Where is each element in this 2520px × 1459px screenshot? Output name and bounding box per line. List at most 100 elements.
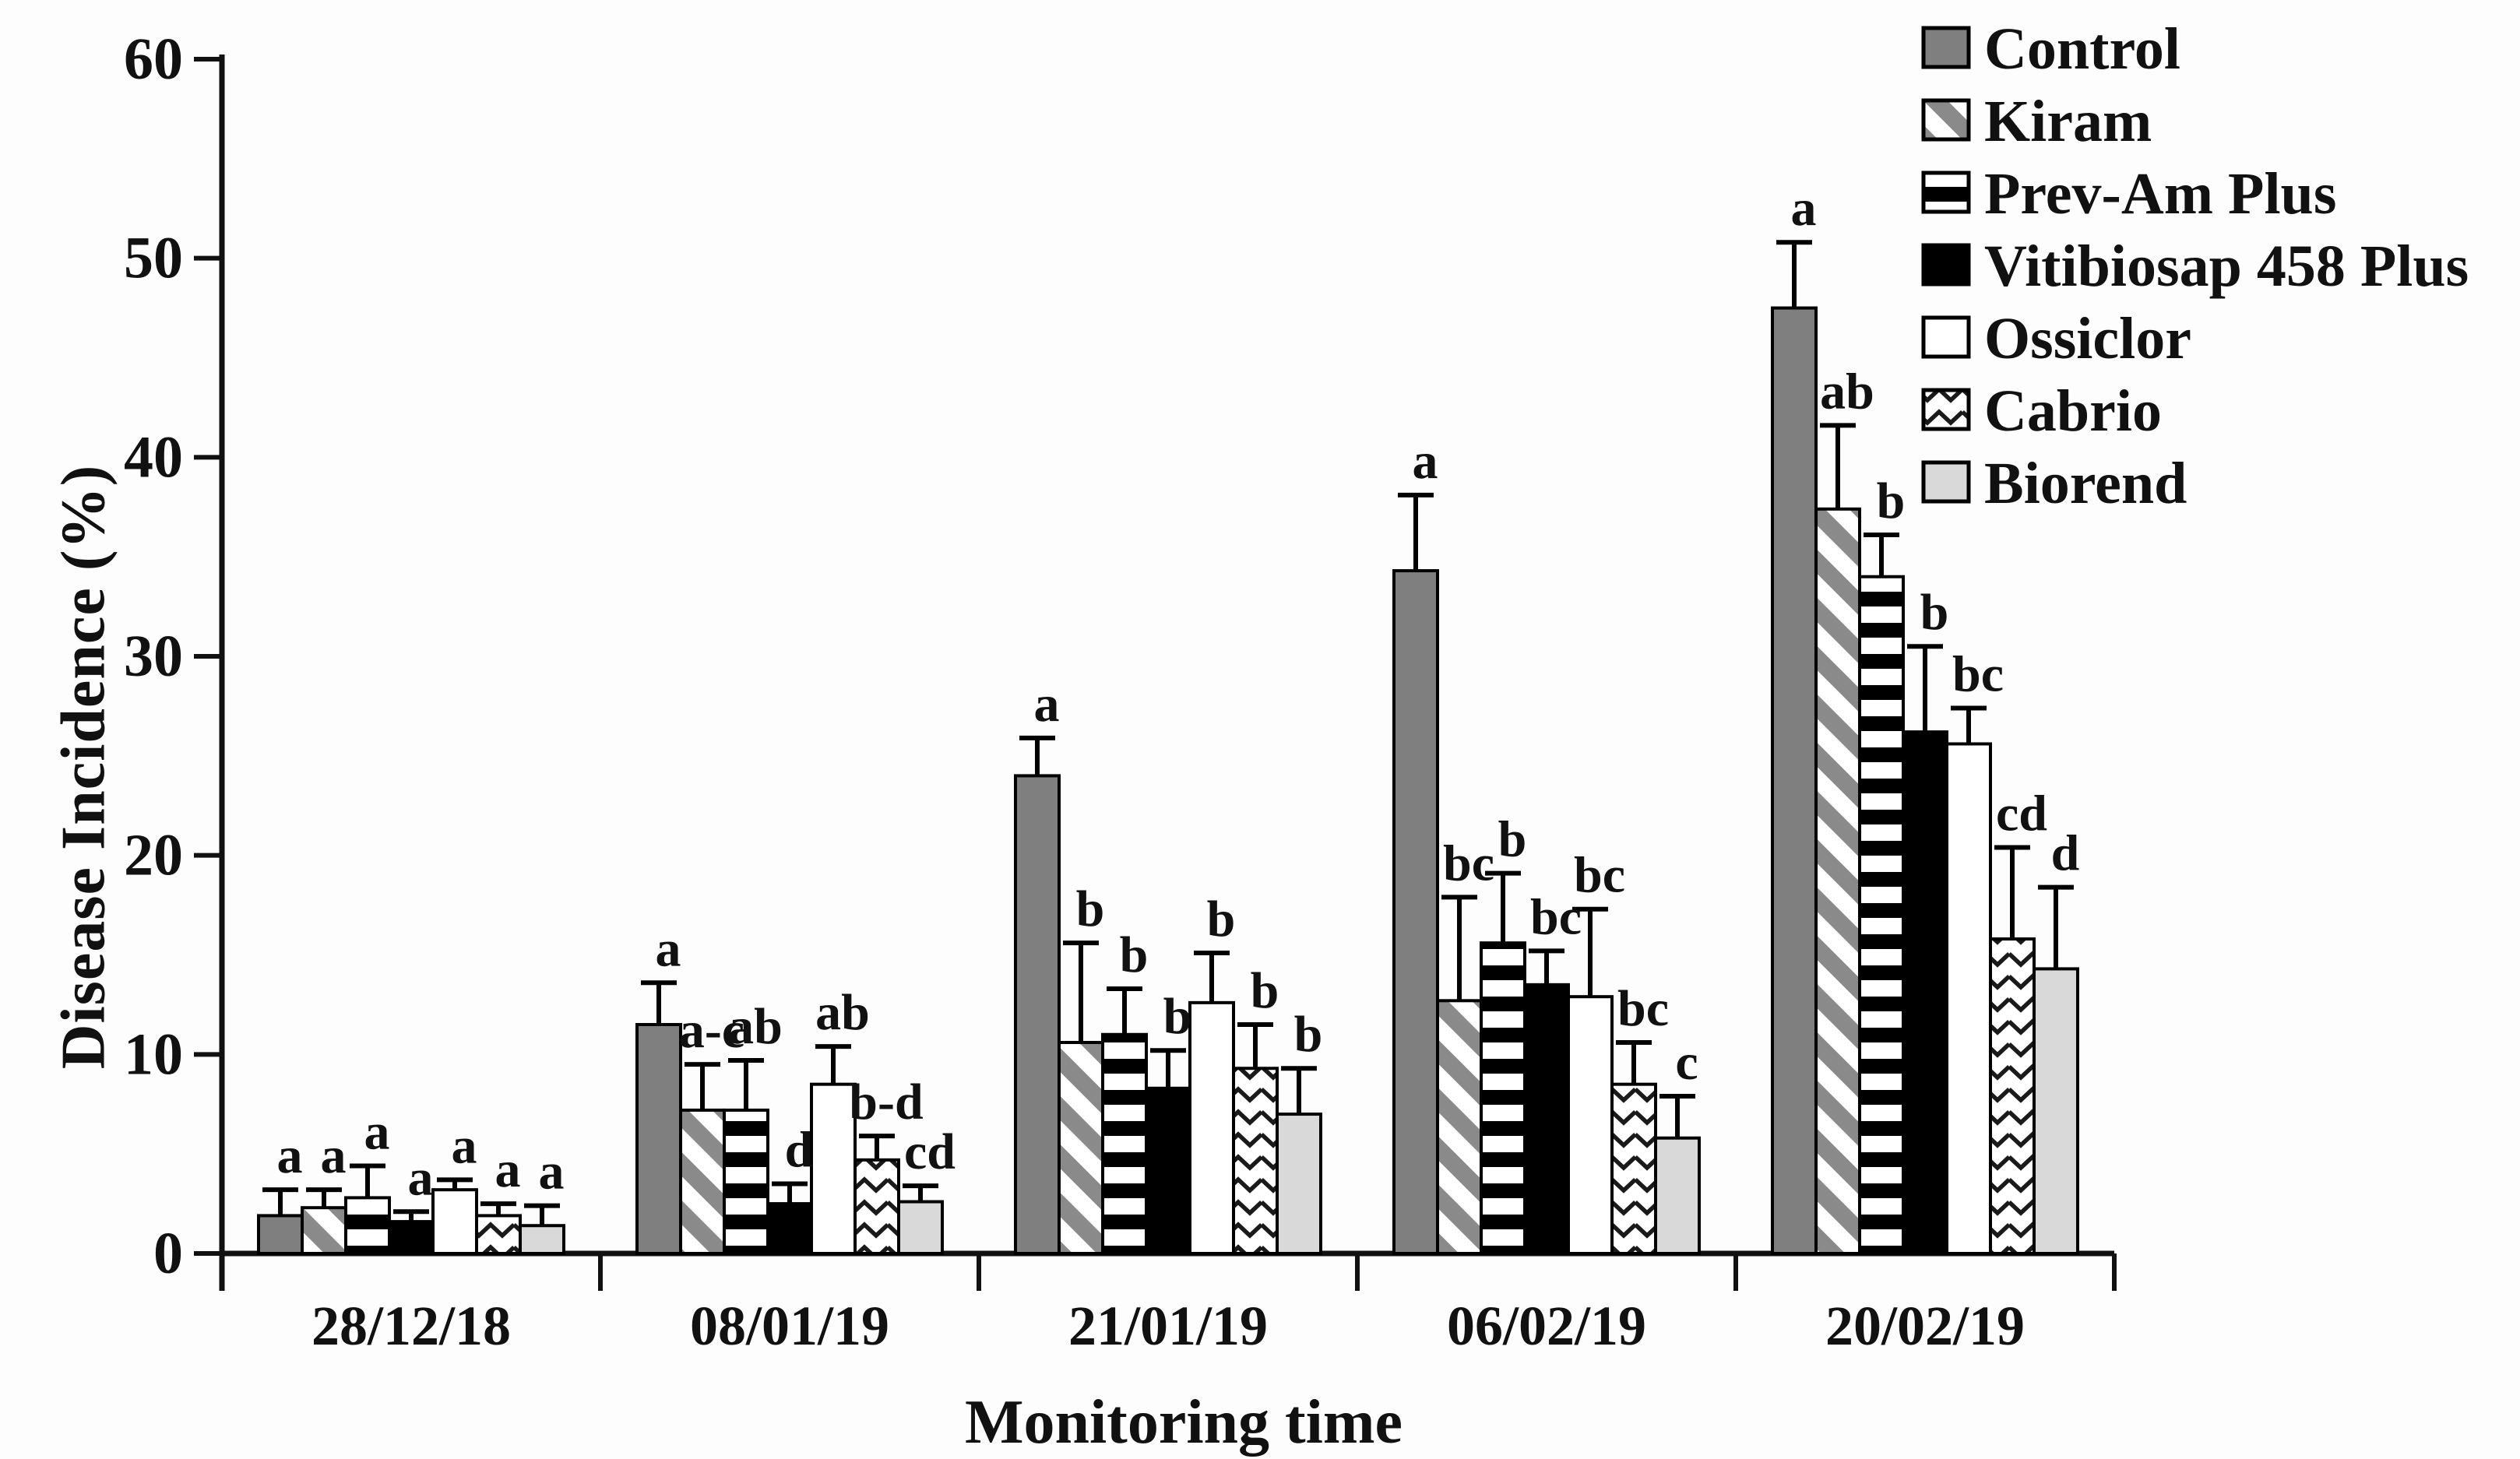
bar-vitibiosap-458-plus-21-01-19	[1145, 1086, 1191, 1255]
x-tick-label: 28/12/18	[311, 1295, 511, 1357]
bar-prev-am-plus-06-02-19	[1480, 941, 1526, 1256]
bar-cabrio-08-01-19	[853, 1158, 900, 1255]
significance-letter: a	[1034, 676, 1060, 733]
bar-biorend-21-01-19	[1276, 1113, 1322, 1255]
bar-kiram-06-02-19	[1436, 999, 1483, 1255]
significance-letter: b	[1120, 926, 1149, 983]
significance-letter: a	[539, 1144, 565, 1201]
x-tick-label: 20/02/19	[1825, 1295, 2025, 1357]
legend-label-prev-am-plus: Prev-Am Plus	[1984, 161, 2336, 227]
x-tick-label: 06/02/19	[1447, 1295, 1646, 1357]
bar-biorend-06-02-19	[1654, 1136, 1701, 1256]
significance-letter: b	[1076, 881, 1105, 937]
legend-label-kiram: Kiram	[1984, 89, 2152, 154]
significance-letter: a	[364, 1104, 390, 1161]
bar-control-08-01-19	[635, 1022, 682, 1255]
significance-letter: b	[1498, 811, 1527, 868]
legend-label-biorend: Biorend	[1984, 451, 2187, 516]
bar-ossiclor-06-02-19	[1567, 995, 1614, 1255]
legend-label-vitibiosap-458-plus: Vitibiosap 458 Plus	[1984, 234, 2469, 299]
significance-letter: b	[1251, 962, 1279, 1019]
significance-letter: cd	[904, 1123, 956, 1180]
y-axis-title: Disease Incidence (%)	[49, 464, 118, 1070]
bar-control-20-02-19	[1771, 306, 1818, 1255]
bar-biorend-20-02-19	[2033, 967, 2079, 1255]
significance-letter: b-d	[849, 1074, 923, 1130]
legend-swatch-kiram	[1921, 98, 1971, 142]
bar-cabrio-20-02-19	[1989, 937, 2036, 1255]
axes: 0 10 20 30 40 50 60 28/12/18 08/01/19 21/01/19 06/…	[124, 26, 2117, 1357]
bar-ossiclor-20-02-19	[1945, 742, 1992, 1255]
bar-biorend-08-01-19	[897, 1200, 944, 1255]
bar-ossiclor-21-01-19	[1188, 1000, 1235, 1255]
bar-vitibiosap-458-plus-20-02-19	[1902, 730, 1948, 1255]
significance-letter: b	[1207, 891, 1236, 947]
significance-letter: a	[452, 1117, 477, 1174]
significance-letter: bc	[1952, 645, 2004, 702]
significance-letter: ab	[1820, 363, 1874, 420]
significance-letter: c	[1675, 1034, 1698, 1091]
legend-swatch-biorend	[1921, 460, 1971, 504]
y-tick-label: 10	[124, 1021, 183, 1087]
legend-swatch-cabrio	[1921, 388, 1971, 431]
bar-prev-am-plus-28-12-18	[344, 1196, 391, 1255]
y-tick-label: 40	[124, 424, 183, 490]
bar-kiram-08-01-19	[679, 1108, 726, 1256]
significance-letter: ab	[728, 998, 783, 1055]
bar-kiram-28-12-18	[301, 1206, 347, 1255]
legend-swatch-vitibiosap-458-plus	[1921, 243, 1971, 287]
significance-letter: a	[321, 1127, 347, 1184]
significance-letter: ab	[815, 984, 870, 1041]
legend-label-control: Control	[1984, 16, 2180, 82]
legend-swatch-ossiclor	[1921, 315, 1971, 359]
x-tick-label: 08/01/19	[690, 1295, 889, 1357]
significance-letter: a	[495, 1141, 521, 1198]
significance-letter: a	[1791, 180, 1817, 237]
x-axis-title: Monitoring time	[964, 1388, 1403, 1457]
bar-vitibiosap-458-plus-28-12-18	[388, 1220, 435, 1256]
legend-swatch-prev-am-plus	[1921, 171, 1971, 214]
y-tick-label: 60	[124, 26, 183, 92]
significance-letter: a-c	[679, 1002, 744, 1059]
legend-label-ossiclor: Ossiclor	[1984, 306, 2191, 371]
significance-letter: b	[1920, 584, 1949, 641]
y-tick-label: 50	[124, 226, 183, 291]
bar-control-21-01-19	[1014, 774, 1061, 1255]
significance-letter: bc	[1443, 835, 1494, 891]
error-bars	[262, 240, 2074, 1226]
y-tick-label: 0	[153, 1221, 183, 1286]
y-tick-label: 30	[124, 624, 183, 689]
legend-label-cabrio: Cabrio	[1984, 378, 2162, 444]
significance-letter: a	[277, 1127, 303, 1184]
bar-kiram-21-01-19	[1058, 1040, 1104, 1255]
legend-swatch-control	[1921, 26, 1971, 69]
bar-cabrio-06-02-19	[1610, 1082, 1657, 1256]
significance-letter: d	[2051, 825, 2080, 882]
significance-letter: bc	[1617, 980, 1669, 1037]
significance-letter: d	[785, 1122, 814, 1179]
bar-control-28-12-18	[257, 1214, 304, 1256]
legend: Control Kiram Prev-Am Plus Vitibiosap 458 P…	[1921, 16, 2469, 516]
bar-prev-am-plus-08-01-19	[723, 1108, 769, 1256]
bar-cabrio-21-01-19	[1232, 1067, 1279, 1255]
bars	[257, 306, 2079, 1256]
significance-letter: b	[1877, 473, 1906, 529]
significance-letter: bc	[1530, 888, 1582, 945]
x-tick-label: 21/01/19	[1068, 1295, 1268, 1357]
bar-vitibiosap-458-plus-08-01-19	[766, 1202, 813, 1256]
bar-prev-am-plus-21-01-19	[1101, 1032, 1148, 1256]
significance-letter: a	[1413, 433, 1438, 490]
bar-control-06-02-19	[1392, 569, 1439, 1255]
bar-prev-am-plus-20-02-19	[1858, 575, 1905, 1255]
y-tick-label: 20	[124, 823, 183, 888]
bar-vitibiosap-458-plus-06-02-19	[1523, 983, 1570, 1255]
bar-kiram-20-02-19	[1814, 507, 1861, 1255]
significance-letter: b	[1163, 988, 1192, 1045]
significance-letter: a	[656, 920, 681, 977]
significance-letter: cd	[1996, 785, 2047, 842]
bar-ossiclor-28-12-18	[431, 1188, 478, 1255]
significance-letter: b	[1294, 1006, 1323, 1063]
